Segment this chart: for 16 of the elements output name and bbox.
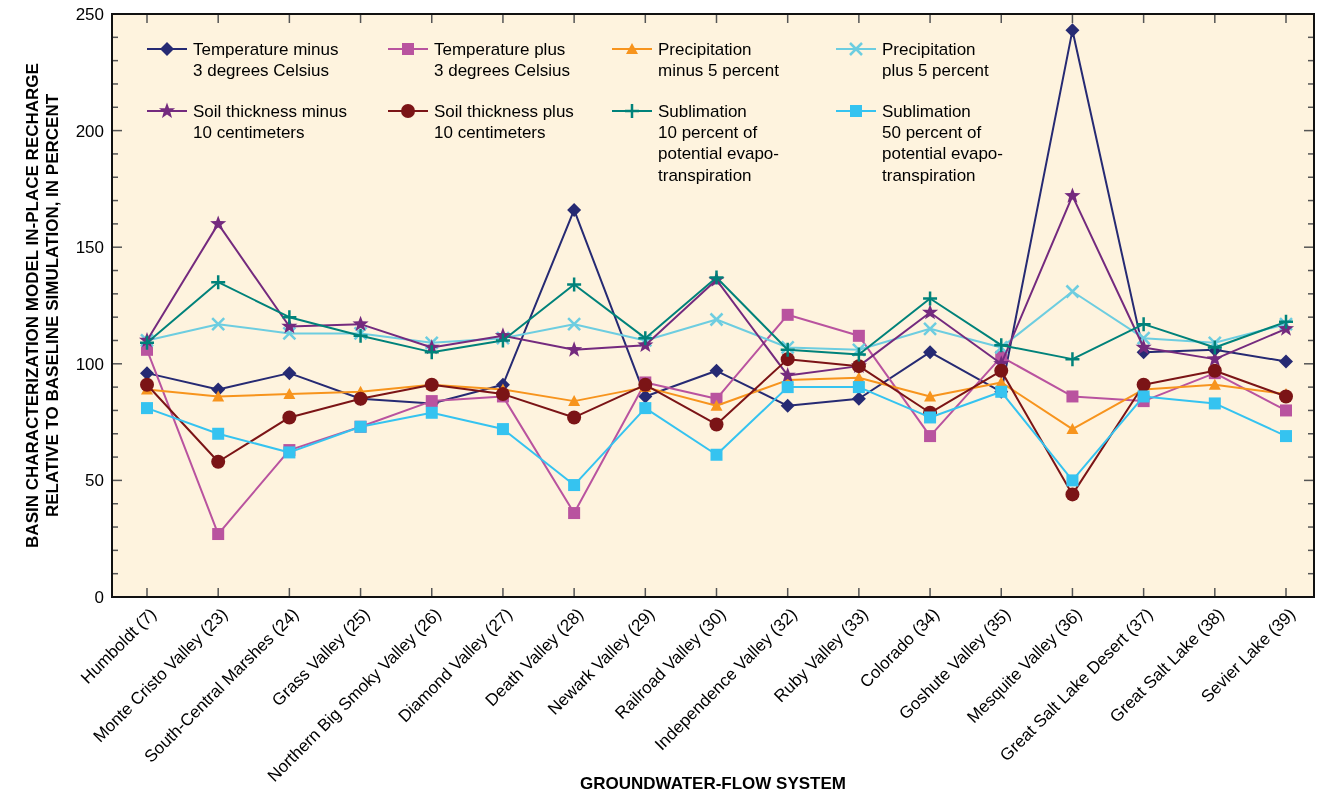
y-tick-label: 100 [75,354,104,374]
legend-label: Soil thickness plus 10 centimeters [434,101,574,143]
legend-label: Temperature plus 3 degrees Celsius [434,39,571,81]
y-tick-label: 250 [75,4,104,24]
y-tick-label: 50 [85,471,104,491]
legend-label: Sublimation 50 percent of potential evapo- transpiration [882,101,1003,185]
y-tick-label: 0 [94,587,104,607]
legend-label: Sublimation 10 percent of potential evapo- transpiration [658,101,779,185]
legend-label: Temperature minus 3 degrees Celsius [193,39,339,81]
y-tick-label: 200 [75,121,104,141]
legend-label: Precipitation minus 5 percent [658,39,780,81]
legend-label: Precipitation plus 5 percent [882,39,990,81]
y-tick-label: 150 [75,238,104,258]
x-axis-title: GROUNDWATER-FLOW SYSTEM [580,774,846,793]
legend-label: Soil thickness minus 10 centimeters [193,101,348,143]
y-axis-title: BASIN CHARACTERIZATION MODEL IN-PLACE RECHARGE RELATIVE TO BASELINE SIMULATION, IN PERCENT [23,63,63,548]
